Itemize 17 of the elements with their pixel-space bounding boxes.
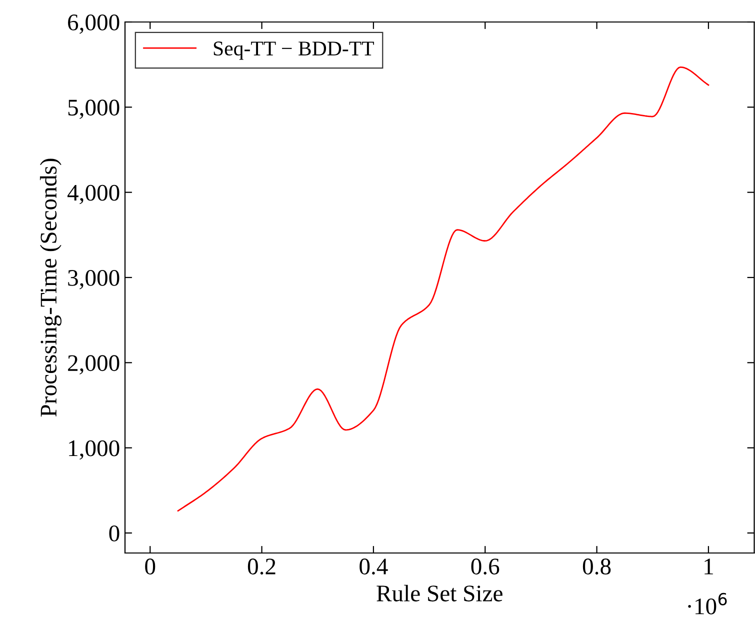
text: ·10$^{6}$	[688, 592, 727, 614]
y-tick-label: 4,000	[67, 184, 120, 204]
y-tick-label: 2,000	[68, 355, 120, 374]
y-tick-label: 5,000	[68, 100, 120, 119]
y-tick-label: 3,000	[68, 270, 120, 290]
y-axis-title: Processing-Time (Seconds)	[40, 158, 62, 417]
x-tick-label: 0.2	[248, 558, 276, 575]
x-tick-label: 0.4	[360, 558, 388, 575]
x-tick-label: 0.6	[471, 558, 500, 575]
y-tick-label: 0	[109, 525, 120, 542]
legend-label: Seq-TT − BDD-TT	[214, 42, 374, 60]
x-tick-label: 1	[704, 558, 713, 574]
x-axis-title: Rule Set Size	[376, 584, 502, 602]
y-tick-label: 1,000	[69, 440, 120, 460]
y-tick-label: 6,000	[68, 14, 120, 34]
x-tick-label: 0	[145, 558, 156, 574]
x-tick-label: 0.8	[582, 558, 611, 575]
